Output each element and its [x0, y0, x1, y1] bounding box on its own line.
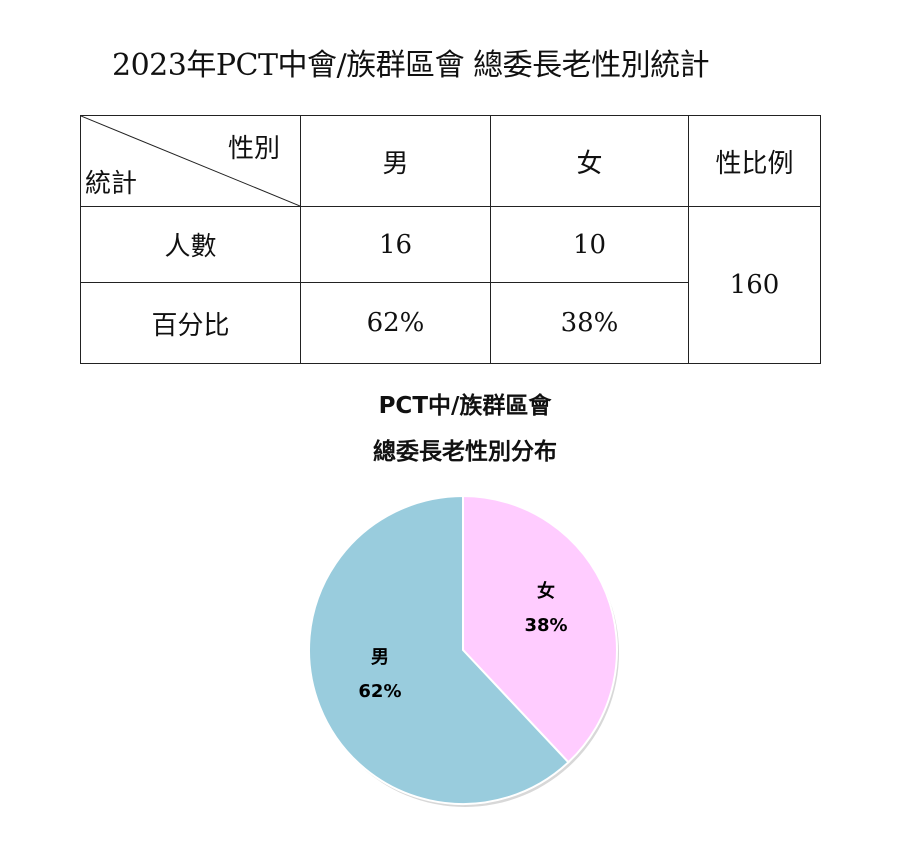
corner-cell: 性別 統計	[80, 115, 301, 207]
stats-table: 性別 統計 男 女 性比例 人數 16 10 160 百分比 62% 38%	[80, 115, 821, 364]
cell-female-count: 10	[490, 206, 689, 283]
pie-category-label: 女	[537, 580, 555, 602]
header-male: 男	[300, 115, 491, 207]
chart-subtitle: 總委長老性別分布	[373, 439, 557, 465]
pie-slice-female	[462, 494, 618, 764]
header-female: 女	[490, 115, 689, 207]
pie-category-label: 男	[371, 647, 389, 668]
page-title: 2023年PCT中會/族群區會 總委長老性別統計	[112, 48, 710, 83]
cell-female-percent: 38%	[490, 282, 689, 364]
corner-top-label: 性別	[227, 134, 280, 164]
pie-percent-label: 38%	[525, 615, 568, 636]
row-label-count: 人數	[80, 206, 301, 283]
corner-bottom-label: 統計	[85, 169, 138, 199]
row-label-percent: 百分比	[80, 282, 301, 364]
cell-sex-ratio: 160	[688, 206, 821, 364]
diagonal-line	[81, 116, 300, 206]
header-sex-ratio: 性比例	[688, 115, 821, 207]
pie-slice-male	[308, 494, 570, 805]
pie-percent-label: 62%	[358, 681, 401, 702]
table-header-row: 性別 統計 男 女 性比例	[80, 115, 821, 207]
cell-male-count: 16	[300, 206, 491, 283]
cell-male-percent: 62%	[300, 282, 491, 364]
table-row: 百分比 62% 38%	[80, 282, 821, 364]
chart-title: PCT中/族群區會	[378, 393, 552, 419]
table-row: 人數 16 10 160	[80, 206, 821, 364]
